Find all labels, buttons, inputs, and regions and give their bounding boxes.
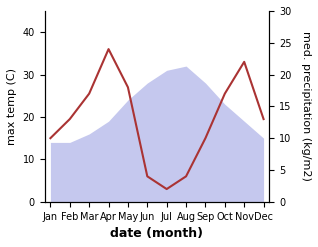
Y-axis label: max temp (C): max temp (C) xyxy=(7,68,17,145)
Y-axis label: med. precipitation (kg/m2): med. precipitation (kg/m2) xyxy=(301,31,311,181)
X-axis label: date (month): date (month) xyxy=(110,227,204,240)
